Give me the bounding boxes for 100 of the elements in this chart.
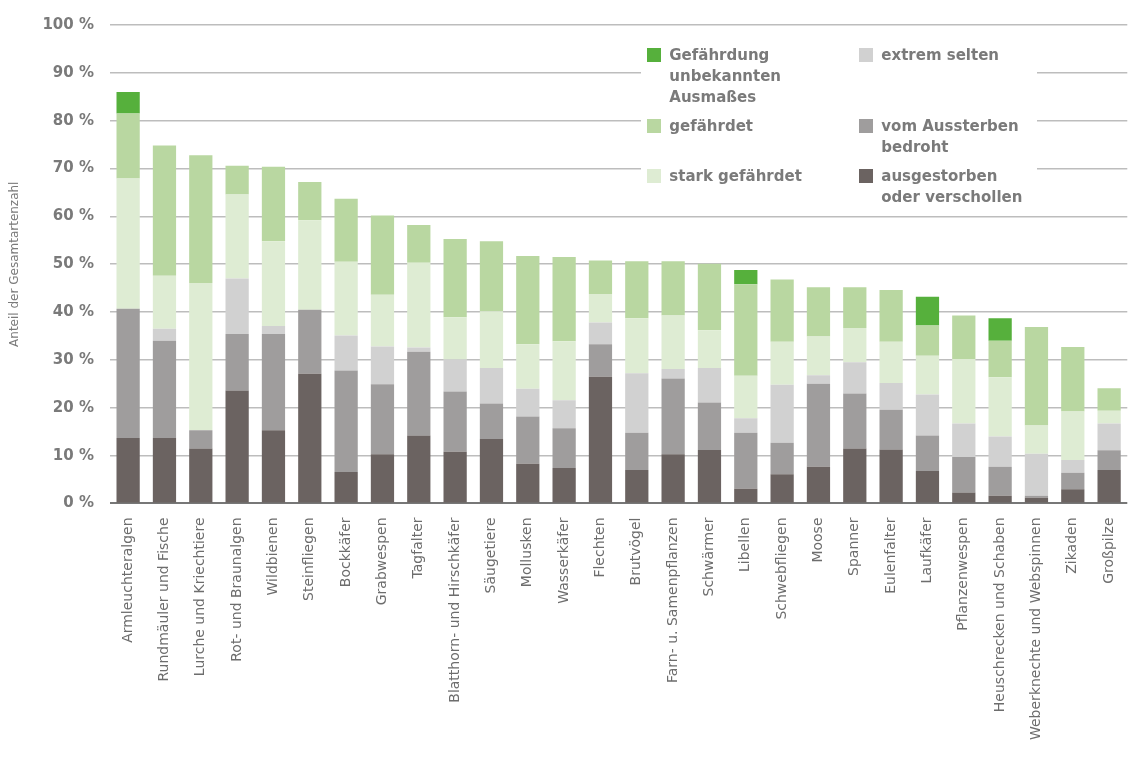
bar (952, 315, 976, 359)
bar (952, 423, 976, 458)
bar (588, 293, 613, 323)
y-tick-label: 50 % (52, 254, 94, 273)
x-tick-label: Pflanzenwespen (954, 517, 971, 631)
bar (843, 448, 867, 503)
bar (770, 279, 794, 342)
bar (552, 400, 576, 429)
bar (952, 492, 976, 503)
y-tick-label: 80 % (52, 110, 94, 129)
bar (879, 341, 903, 383)
bar (334, 370, 358, 472)
bar (516, 388, 540, 417)
bar (479, 241, 504, 312)
bar (516, 344, 540, 389)
bar (189, 155, 213, 283)
bar (625, 469, 649, 503)
x-tick-label: Armleuchteralgen (118, 517, 135, 643)
bar (806, 336, 831, 376)
y-tick-label: 30 % (52, 349, 94, 368)
bar (1097, 423, 1121, 451)
bar (1097, 388, 1121, 411)
x-tick-label: Eulenfalter (881, 517, 898, 594)
bar (1061, 472, 1085, 490)
bar (516, 256, 540, 345)
bar (516, 416, 540, 464)
bar (1024, 326, 1049, 426)
bar (843, 327, 867, 363)
bar (443, 391, 467, 452)
x-tick-label: Schwärmer (700, 517, 717, 597)
bar (552, 341, 576, 401)
bar (697, 449, 722, 503)
bar (806, 383, 831, 467)
bar (734, 284, 758, 376)
bar (552, 257, 576, 342)
bar (770, 474, 794, 503)
bar (407, 262, 431, 348)
bar (370, 215, 395, 295)
x-tick-label: Zikaden (1063, 517, 1080, 574)
bar (1097, 469, 1121, 503)
y-tick-label: 10 % (52, 445, 94, 464)
y-tick-label: 60 % (52, 206, 94, 225)
bar (152, 275, 177, 329)
bar (734, 375, 758, 419)
bar (116, 113, 140, 179)
bar (443, 359, 467, 392)
bar (116, 91, 140, 114)
bar (915, 470, 940, 503)
x-tick-label: Blatthorn- und Hirschkäfer (445, 517, 462, 703)
x-tick-label: Tagfalter (409, 517, 426, 580)
bar (1097, 450, 1121, 470)
bar (189, 430, 213, 449)
bar (661, 454, 685, 503)
bar (806, 375, 831, 384)
x-tick-label: Wildbienen (264, 517, 281, 596)
bar (370, 294, 395, 347)
bar (552, 468, 576, 503)
bar (334, 198, 358, 262)
x-tick-label: Brutvögel (627, 517, 644, 586)
x-tick-label: Farn- u. Samenpflanzen (663, 517, 680, 684)
x-tick-label: Mollusken (518, 517, 535, 588)
bar (843, 362, 867, 394)
bar (116, 437, 140, 503)
bar (915, 296, 940, 326)
bar (661, 369, 685, 379)
legend-label: stark gefährdet (669, 166, 802, 187)
bar (1061, 459, 1085, 473)
bar (661, 261, 685, 316)
bar (479, 438, 504, 503)
bar (915, 435, 940, 471)
bar (261, 241, 286, 326)
x-tick-label: Spanner (845, 517, 862, 576)
bar (334, 335, 358, 371)
bar (988, 318, 1012, 341)
bar (879, 382, 903, 410)
bar (152, 328, 177, 341)
bar (189, 448, 213, 503)
bar (843, 287, 867, 328)
bar (915, 355, 940, 395)
bar (261, 325, 286, 335)
bar (625, 373, 649, 433)
x-tick-label: Grabwespen (373, 517, 390, 606)
bar (152, 145, 177, 276)
bar (261, 430, 286, 503)
bar (915, 394, 940, 436)
bar (697, 402, 722, 450)
bar (588, 376, 613, 503)
bar (298, 220, 322, 310)
bar (988, 340, 1012, 378)
bar (988, 466, 1012, 496)
bar (370, 346, 395, 385)
bar (988, 377, 1012, 437)
bar (625, 261, 649, 319)
bar (879, 409, 903, 450)
y-tick-label: 70 % (52, 158, 94, 177)
bar (334, 261, 358, 336)
x-tick-label: Lurche und Kriechtiere (191, 517, 208, 677)
bar (625, 318, 649, 374)
bar (661, 315, 685, 370)
bar (697, 368, 722, 403)
